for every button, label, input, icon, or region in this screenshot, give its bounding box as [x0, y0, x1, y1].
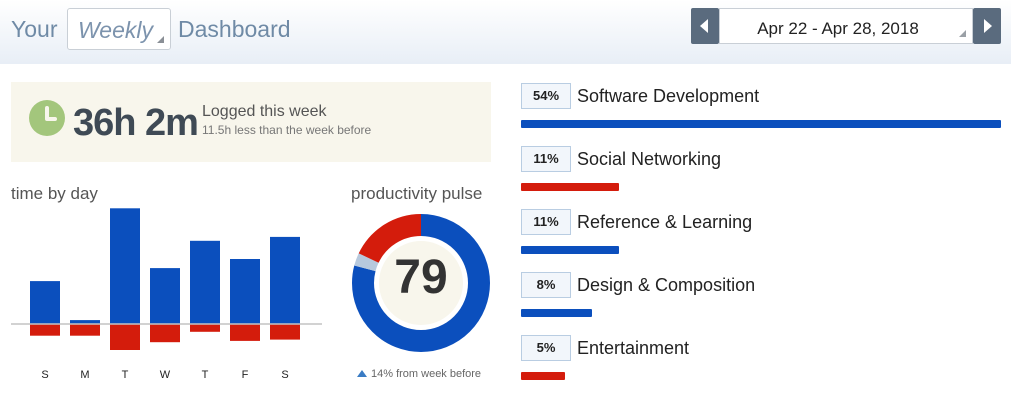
distracting-bar [30, 324, 60, 336]
category-row[interactable]: 54% Software Development [521, 83, 1001, 133]
category-name: Reference & Learning [577, 212, 753, 232]
day-label: S [281, 369, 288, 381]
productive-bar [190, 240, 220, 324]
day-label: T [202, 369, 209, 381]
category-percent-badge: 8% [521, 272, 571, 298]
category-percent-badge: 11% [521, 146, 571, 172]
logged-comparison: 11.5h less than the week before [202, 123, 372, 137]
category-percent-badge: 11% [521, 209, 571, 235]
pulse-center [377, 239, 465, 327]
day-label: M [80, 369, 89, 381]
category-bar [521, 246, 619, 254]
category-bar [521, 183, 619, 191]
distracting-bar [70, 324, 100, 336]
category-bar [521, 309, 593, 317]
category-row[interactable]: 8% Design & Composition [521, 272, 1001, 322]
productivity-pulse-donut [352, 214, 490, 352]
dropdown-corner-icon [157, 36, 164, 43]
productive-bar [150, 268, 180, 324]
dropdown-corner-icon [959, 30, 966, 37]
category-name: Software Development [577, 86, 760, 106]
time-by-day-title: time by day [11, 184, 98, 203]
category-row[interactable]: 11% Social Networking [521, 146, 1001, 196]
category-name: Entertainment [577, 338, 690, 358]
period-select-value: Weekly [78, 17, 153, 43]
header-bar: Your Weekly Dashboard Apr 22 - Apr 28, 2… [0, 0, 1011, 64]
distracting-bar [190, 324, 220, 332]
previous-week-button[interactable] [691, 8, 719, 44]
distracting-bar [270, 324, 300, 340]
date-range-picker: Apr 22 - Apr 28, 2018 [691, 8, 1001, 44]
date-range-value: Apr 22 - Apr 28, 2018 [757, 19, 919, 38]
category-percent-badge: 5% [521, 335, 571, 361]
productivity-change-note: 14% from week before [357, 368, 481, 380]
category-bar [521, 120, 1001, 128]
day-label: S [41, 369, 48, 381]
productive-bar [30, 281, 60, 324]
productive-bar [230, 259, 260, 324]
day-label: W [160, 369, 171, 381]
distracting-bar [110, 324, 140, 350]
date-range-select[interactable]: Apr 22 - Apr 28, 2018 [719, 8, 973, 44]
productivity-pulse-value: 79 [394, 251, 448, 304]
chevron-left-icon [700, 19, 708, 33]
logged-time-value: 36h 2m [73, 102, 199, 144]
day-label: T [122, 369, 129, 381]
category-row[interactable]: 11% Reference & Learning [521, 209, 1001, 259]
category-percent-badge: 54% [521, 83, 571, 109]
clock-icon [29, 100, 65, 136]
productivity-change-text: 14% from week before [371, 368, 482, 380]
productivity-pulse-title: productivity pulse [351, 184, 483, 203]
pulse-distracting-segment [352, 214, 490, 352]
productive-bar [70, 320, 100, 324]
category-row[interactable]: 5% Entertainment [521, 335, 1001, 385]
period-select[interactable]: Weekly [67, 8, 171, 50]
category-name: Social Networking [577, 149, 722, 169]
category-name: Design & Composition [577, 275, 756, 295]
category-bar [521, 372, 566, 380]
logged-time-panel: 36h 2m Logged this week 11.5h less than … [11, 82, 491, 162]
distracting-bar [230, 324, 260, 341]
logged-title: Logged this week [202, 103, 327, 120]
day-label: F [242, 369, 249, 381]
chevron-right-icon [984, 19, 992, 33]
next-week-button[interactable] [973, 8, 1001, 44]
productive-bar [110, 208, 140, 324]
arrow-up-icon [357, 370, 367, 377]
distracting-bar [150, 324, 180, 343]
header-dashboard-label: Dashboard [178, 16, 291, 42]
header-your-label: Your [11, 16, 58, 42]
productive-bar [270, 236, 300, 324]
